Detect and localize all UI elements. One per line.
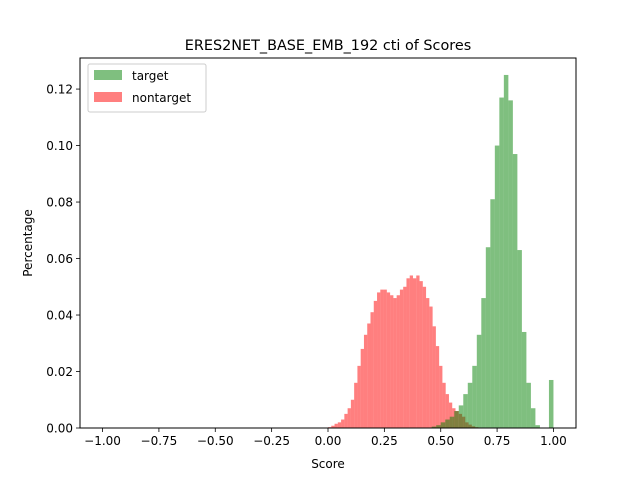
- nontarget-bar: [429, 306, 433, 428]
- nontarget-bar: [416, 275, 420, 428]
- nontarget-bar: [363, 334, 368, 428]
- y-tick-label: 0.00: [46, 422, 73, 436]
- nontarget-bar: [370, 312, 374, 428]
- legend-label-nontarget: nontarget: [132, 91, 191, 105]
- nontarget-bar: [367, 323, 371, 428]
- nontarget-bar: [331, 425, 335, 428]
- target-bar: [526, 382, 531, 428]
- nontarget-bar: [396, 295, 400, 428]
- legend-swatch-nontarget: [94, 92, 122, 102]
- target-bar: [436, 425, 441, 428]
- target-bar: [440, 422, 446, 428]
- nontarget-bar: [350, 399, 355, 428]
- nontarget-bar: [357, 365, 361, 428]
- nontarget-bar: [445, 394, 449, 428]
- nontarget-bar: [422, 286, 427, 428]
- nontarget-bar: [426, 298, 430, 428]
- x-tick-label: 0.75: [484, 434, 511, 448]
- nontarget-bar: [373, 300, 378, 428]
- y-tick-label: 0.04: [46, 309, 73, 323]
- x-tick-label: 0.50: [427, 434, 454, 448]
- target-bar: [512, 154, 518, 429]
- nontarget-bar: [360, 348, 364, 428]
- x-axis-ticks: −1.00 −0.75 −0.50 −0.25 0.00 0.25 0.50 0.75 1.00: [84, 428, 567, 448]
- legend-swatch-target: [94, 70, 122, 80]
- x-tick-label: 0.00: [315, 434, 342, 448]
- target-bar: [485, 247, 491, 428]
- legend: target nontarget: [87, 63, 207, 113]
- nontarget-bar: [435, 346, 440, 428]
- nontarget-bar: [337, 422, 342, 428]
- target-bars: [431, 74, 554, 429]
- target-bar: [490, 199, 495, 428]
- target-bar: [548, 379, 554, 428]
- target-bar: [521, 331, 527, 428]
- y-tick-label: 0.02: [46, 365, 73, 379]
- nontarget-bar: [390, 295, 394, 428]
- target-bar: [467, 382, 473, 428]
- target-bar: [494, 145, 500, 428]
- nontarget-bar: [334, 423, 338, 428]
- y-tick-label: 0.12: [46, 83, 73, 97]
- nontarget-bar: [344, 413, 348, 428]
- target-bar: [445, 419, 450, 428]
- y-tick-label: 0.06: [46, 252, 73, 266]
- nontarget-bar: [386, 292, 391, 428]
- x-tick-label: −0.75: [141, 434, 178, 448]
- nontarget-bar: [393, 298, 397, 428]
- x-tick-label: 1.00: [540, 434, 567, 448]
- target-bar: [481, 298, 486, 428]
- nontarget-bar: [380, 289, 384, 428]
- y-tick-label: 0.08: [46, 196, 73, 210]
- nontarget-bars: [328, 275, 479, 428]
- target-bar: [503, 74, 509, 428]
- target-bar: [508, 100, 513, 429]
- target-bar: [517, 250, 522, 428]
- chart-title: ERES2NET_BASE_EMB_192 cti of Scores: [185, 38, 471, 54]
- nontarget-bar: [406, 278, 410, 428]
- target-bar: [449, 416, 455, 428]
- target-bar: [431, 426, 437, 428]
- nontarget-bar: [383, 289, 387, 428]
- x-tick-label: 0.25: [371, 434, 398, 448]
- legend-label-target: target: [132, 69, 169, 83]
- nontarget-bar: [448, 402, 453, 428]
- nontarget-bar: [442, 382, 446, 428]
- x-tick-label: −0.25: [253, 434, 290, 448]
- y-tick-label: 0.10: [46, 139, 73, 153]
- nontarget-bar: [377, 292, 381, 428]
- target-bar: [535, 425, 540, 428]
- target-bar: [454, 411, 459, 428]
- nontarget-bar: [347, 408, 351, 428]
- target-bar: [472, 365, 477, 428]
- nontarget-bar: [432, 326, 436, 428]
- target-bar: [476, 334, 482, 428]
- nontarget-bar: [341, 419, 345, 428]
- target-bar: [463, 394, 468, 428]
- y-axis-label: Percentage: [21, 209, 35, 277]
- target-bar: [530, 408, 536, 428]
- nontarget-bar: [439, 365, 443, 428]
- nontarget-bar: [354, 382, 358, 428]
- plot-frame: [79, 57, 577, 429]
- nontarget-bar: [399, 289, 404, 428]
- x-tick-label: −1.00: [84, 434, 121, 448]
- target-bar: [458, 405, 464, 428]
- nontarget-bar: [419, 281, 423, 428]
- nontarget-bar: [412, 278, 417, 428]
- nontarget-bar: [403, 286, 407, 428]
- target-bar: [499, 97, 504, 428]
- nontarget-bar: [409, 275, 413, 428]
- x-tick-label: −0.50: [197, 434, 234, 448]
- y-axis-ticks: 0.00 0.02 0.04 0.06 0.08 0.10 0.12: [46, 83, 80, 436]
- x-axis-label: Score: [311, 457, 345, 471]
